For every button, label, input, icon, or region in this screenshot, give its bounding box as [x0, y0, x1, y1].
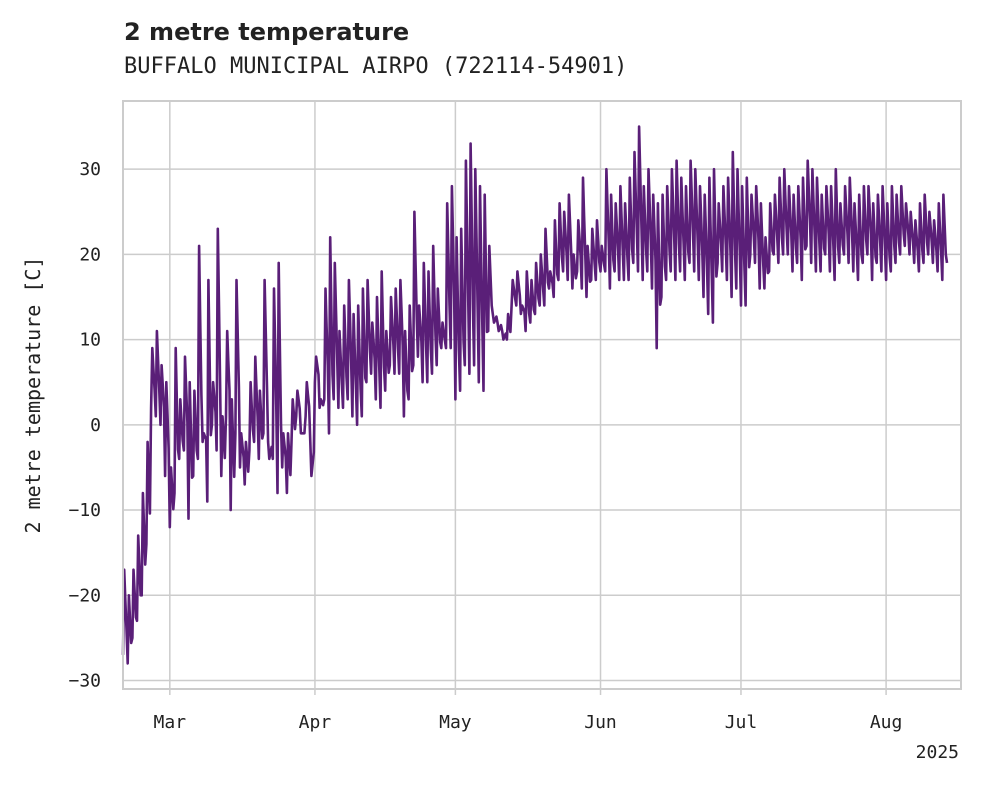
chart-subtitle: BUFFALO MUNICIPAL AIRPO (722114-54901): [124, 54, 627, 79]
series-group: [121, 125, 949, 665]
temperature-series-line: [121, 125, 949, 665]
y-tick-label: −10: [68, 500, 101, 521]
plot-frame: [122, 100, 962, 690]
chart-title: 2 metre temperature: [124, 18, 409, 46]
y-tick-label: 10: [79, 330, 101, 351]
x-tick-label: May: [439, 712, 472, 733]
x-tick-label: Mar: [154, 712, 187, 733]
x-tick-label: Jul: [725, 712, 758, 733]
x-tick-label: Aug: [870, 712, 903, 733]
x-tick-label: Jun: [584, 712, 617, 733]
y-axis-ticks: −30 −20 −10 0 10 20 30: [68, 159, 101, 691]
x-axis-ticks: Mar Apr May Jun Jul Aug: [154, 689, 903, 733]
x-tick-label: Apr: [299, 712, 332, 733]
y-axis-label: 2 metre temperature [C]: [21, 257, 45, 534]
y-tick-label: 0: [90, 415, 101, 436]
y-tick-label: 30: [79, 159, 101, 180]
x-axis-year-label: 2025: [916, 742, 959, 763]
y-tick-label: −20: [68, 585, 101, 606]
y-tick-label: 20: [79, 244, 101, 265]
y-tick-label: −30: [68, 670, 101, 691]
